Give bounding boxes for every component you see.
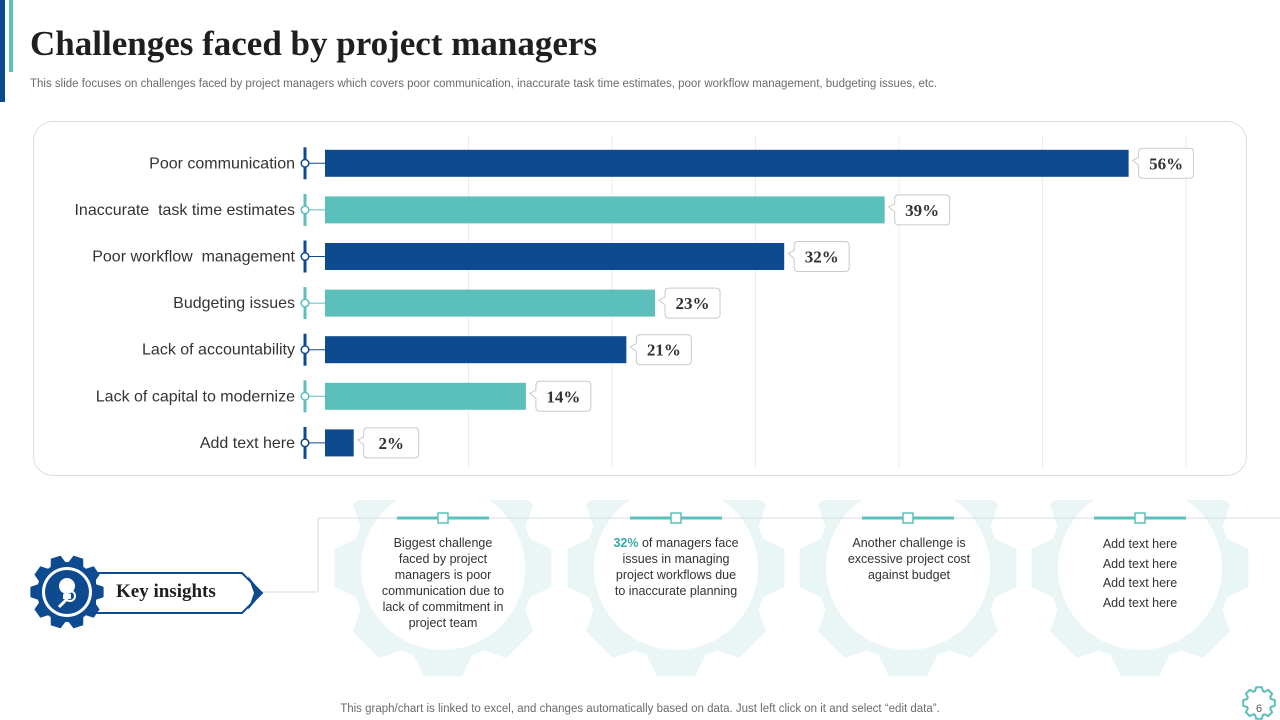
value-callout: 32% xyxy=(787,241,850,272)
data-label: 21% xyxy=(647,341,681,360)
insight-gear-hole xyxy=(594,500,758,650)
magnifier-handle xyxy=(57,598,68,609)
insight-2-highlight: 32% xyxy=(613,536,639,550)
insight-3-text: Another challenge is excessive project c… xyxy=(834,535,984,583)
insight-1-line: faced by project xyxy=(398,552,488,566)
insight-marker-square xyxy=(902,512,914,524)
insight-4-text: Add text here Add text here Add text her… xyxy=(1065,535,1215,613)
insight-marker-square xyxy=(437,512,449,524)
insight-1-line: communication due to xyxy=(381,584,505,598)
page-number-gear-icon xyxy=(1242,686,1276,720)
value-callout: 14% xyxy=(528,380,592,412)
category-label: Add text here xyxy=(200,435,295,452)
axis-marker xyxy=(300,345,310,355)
value-callout: 2% xyxy=(356,427,420,459)
category-label: Poor communication xyxy=(149,155,295,172)
insight-1-line: Biggest challenge xyxy=(393,536,493,550)
data-label: 2% xyxy=(378,434,404,453)
accent-bar-navy xyxy=(0,0,5,102)
insight-marker-square xyxy=(670,512,682,524)
data-label: 32% xyxy=(805,248,839,267)
bar-chart[interactable]: Poor communication 56% Inaccurate task tim… xyxy=(34,122,1248,477)
page-number: 6 xyxy=(1255,703,1263,715)
callout-box xyxy=(629,334,692,366)
axis-marker xyxy=(300,298,310,308)
bar xyxy=(325,289,656,317)
category-label: Poor workflow management xyxy=(92,249,295,266)
bulb-base xyxy=(63,594,71,599)
bulb-icon xyxy=(59,578,75,594)
category-label: Inaccurate task time estimates xyxy=(74,202,295,219)
magnifier-icon xyxy=(64,590,76,602)
insight-gear-hole xyxy=(826,500,990,650)
accent-bar-teal xyxy=(9,0,13,72)
callout-box xyxy=(1131,147,1195,179)
axis-marker xyxy=(300,438,310,448)
insight-1-line: project team xyxy=(408,616,478,630)
value-callout: 23% xyxy=(658,287,721,319)
key-insights-gear-icon xyxy=(30,555,104,629)
category-label: Budgeting issues xyxy=(173,295,295,312)
insight-gear-hole xyxy=(1058,500,1222,650)
bar xyxy=(325,243,785,270)
axis-marker xyxy=(300,251,310,262)
insight-4-line: Add text here xyxy=(1102,556,1178,571)
chart-panel[interactable]: Poor communication 56% Inaccurate task tim… xyxy=(33,121,1247,476)
data-label: 23% xyxy=(676,294,710,313)
insight-2-line: to inaccurate planning xyxy=(614,584,738,598)
category-label: Lack of accountability xyxy=(142,342,295,359)
insight-4-line: Add text here xyxy=(1102,595,1178,610)
insight-4-line: Add text here xyxy=(1102,576,1178,590)
data-label: 14% xyxy=(546,387,580,406)
insights-decoration xyxy=(30,500,1280,677)
insight-3-line: excessive project cost xyxy=(847,552,971,566)
insight-marker-square xyxy=(1134,512,1146,524)
data-label: 39% xyxy=(905,201,939,220)
axis-marker xyxy=(300,205,310,215)
callout-box xyxy=(787,241,850,272)
bar xyxy=(325,382,526,410)
bar xyxy=(325,336,627,364)
page-subtitle: This slide focuses on challenges faced b… xyxy=(30,78,938,90)
insight-1-text: Biggest challenge faced by project manag… xyxy=(368,535,518,631)
callout-box xyxy=(528,380,592,412)
callout-box xyxy=(887,194,951,226)
footer-note: This graph/chart is linked to excel, and… xyxy=(340,703,940,715)
callout-box xyxy=(356,427,420,459)
value-callout: 56% xyxy=(1131,147,1195,179)
insight-2-first-line: 32% of managers face xyxy=(601,535,751,551)
insight-1-line: managers is poor xyxy=(394,568,492,582)
insight-2-text: 32% of managers face issues in managing … xyxy=(601,535,751,599)
bar xyxy=(325,149,1129,177)
category-label: Lack of capital to modernize xyxy=(96,388,295,405)
bar xyxy=(325,429,354,457)
insight-3-line: Another challenge is xyxy=(852,536,966,550)
axis-marker xyxy=(300,158,310,168)
axis-marker xyxy=(300,391,310,401)
value-callout: 21% xyxy=(629,334,692,366)
key-insights-label: Key insights xyxy=(116,581,216,602)
bar xyxy=(325,196,885,224)
callout-box xyxy=(658,287,721,319)
insight-2-line: issues in managing xyxy=(622,552,730,566)
insight-gear-hole xyxy=(361,500,525,650)
data-label: 56% xyxy=(1149,154,1183,173)
insight-3-line: against budget xyxy=(867,568,950,582)
insight-2-line: project workflows due xyxy=(615,568,737,582)
insight-2-after-highlight: of managers face xyxy=(638,536,739,550)
page-title: Challenges faced by project managers xyxy=(30,24,598,63)
insight-4-line: Add text here xyxy=(1102,537,1178,551)
gear-outline xyxy=(1242,686,1276,720)
insight-1-line: lack of commitment in xyxy=(382,600,504,614)
value-callout: 39% xyxy=(887,194,951,226)
